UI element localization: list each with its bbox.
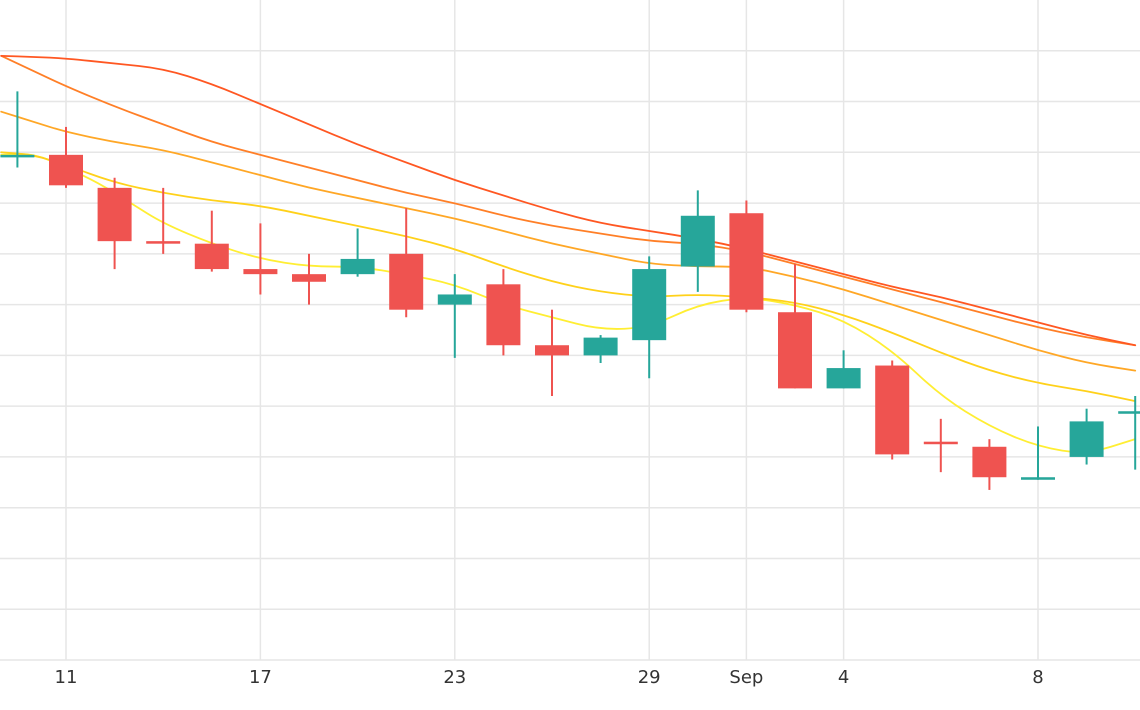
candle-up[interactable] bbox=[826, 350, 861, 389]
moving-average-line-3 bbox=[0, 110, 1137, 372]
candle-body bbox=[778, 312, 812, 389]
candle-body bbox=[923, 441, 958, 445]
candle-up[interactable] bbox=[1069, 408, 1104, 465]
moving-average-line-2 bbox=[0, 151, 1137, 402]
x-tick-label: Sep bbox=[729, 667, 763, 688]
candle-body bbox=[0, 154, 35, 158]
candle-down[interactable] bbox=[972, 439, 1007, 490]
x-tick-label: 4 bbox=[838, 667, 849, 688]
x-tick-label: 17 bbox=[249, 667, 272, 688]
candle-down[interactable] bbox=[194, 210, 229, 272]
candle-up[interactable] bbox=[632, 256, 667, 379]
candle-body bbox=[972, 446, 1007, 478]
candle-body bbox=[1118, 411, 1140, 414]
candle-body bbox=[680, 215, 715, 267]
candle-body bbox=[97, 187, 132, 242]
candle-down[interactable] bbox=[778, 264, 812, 389]
candle-down[interactable] bbox=[875, 360, 910, 460]
x-tick-label: 11 bbox=[55, 667, 78, 688]
candle-body bbox=[535, 345, 569, 356]
moving-average-line-4 bbox=[0, 54, 1137, 347]
x-axis-ticks: 11 17 23 29 Sep 4 8 bbox=[55, 667, 1044, 688]
candle-body bbox=[632, 269, 667, 341]
candle-body bbox=[1021, 477, 1055, 480]
candle-down[interactable] bbox=[243, 223, 278, 295]
candle-down[interactable] bbox=[486, 269, 521, 356]
candle-up[interactable] bbox=[340, 228, 375, 277]
candle-up[interactable] bbox=[437, 274, 472, 358]
candle-down[interactable] bbox=[729, 200, 764, 313]
x-tick-label: 23 bbox=[443, 667, 466, 688]
candle-up[interactable] bbox=[583, 335, 618, 363]
candle-down[interactable] bbox=[97, 177, 132, 270]
candle-body bbox=[340, 258, 375, 275]
candle-down[interactable] bbox=[292, 253, 326, 305]
candle-body bbox=[292, 274, 326, 282]
candle-body bbox=[194, 243, 229, 270]
candle-down[interactable] bbox=[146, 187, 181, 254]
candle-body bbox=[49, 154, 83, 186]
candle-body bbox=[243, 269, 278, 275]
candles bbox=[0, 91, 1140, 490]
candle-up[interactable] bbox=[1118, 396, 1140, 470]
candle-body bbox=[583, 337, 618, 356]
candle-body bbox=[875, 365, 910, 455]
candle-body bbox=[826, 368, 861, 389]
candle-up[interactable] bbox=[1021, 426, 1055, 480]
candle-down[interactable] bbox=[389, 208, 424, 318]
x-tick-label: 29 bbox=[638, 667, 661, 688]
candle-body bbox=[389, 253, 424, 310]
candle-body bbox=[729, 213, 764, 310]
candle-down[interactable] bbox=[535, 309, 569, 396]
candle-body bbox=[486, 284, 521, 346]
x-tick-label: 8 bbox=[1032, 667, 1043, 688]
candle-down[interactable] bbox=[923, 418, 958, 473]
candle-down[interactable] bbox=[49, 126, 83, 188]
moving-average-line-5 bbox=[0, 54, 1137, 347]
candle-up[interactable] bbox=[680, 190, 715, 292]
candle-body bbox=[1069, 421, 1104, 457]
candle-up[interactable] bbox=[0, 91, 35, 168]
candle-body bbox=[437, 294, 472, 305]
grid bbox=[0, 0, 1140, 661]
candle-body bbox=[146, 241, 181, 244]
